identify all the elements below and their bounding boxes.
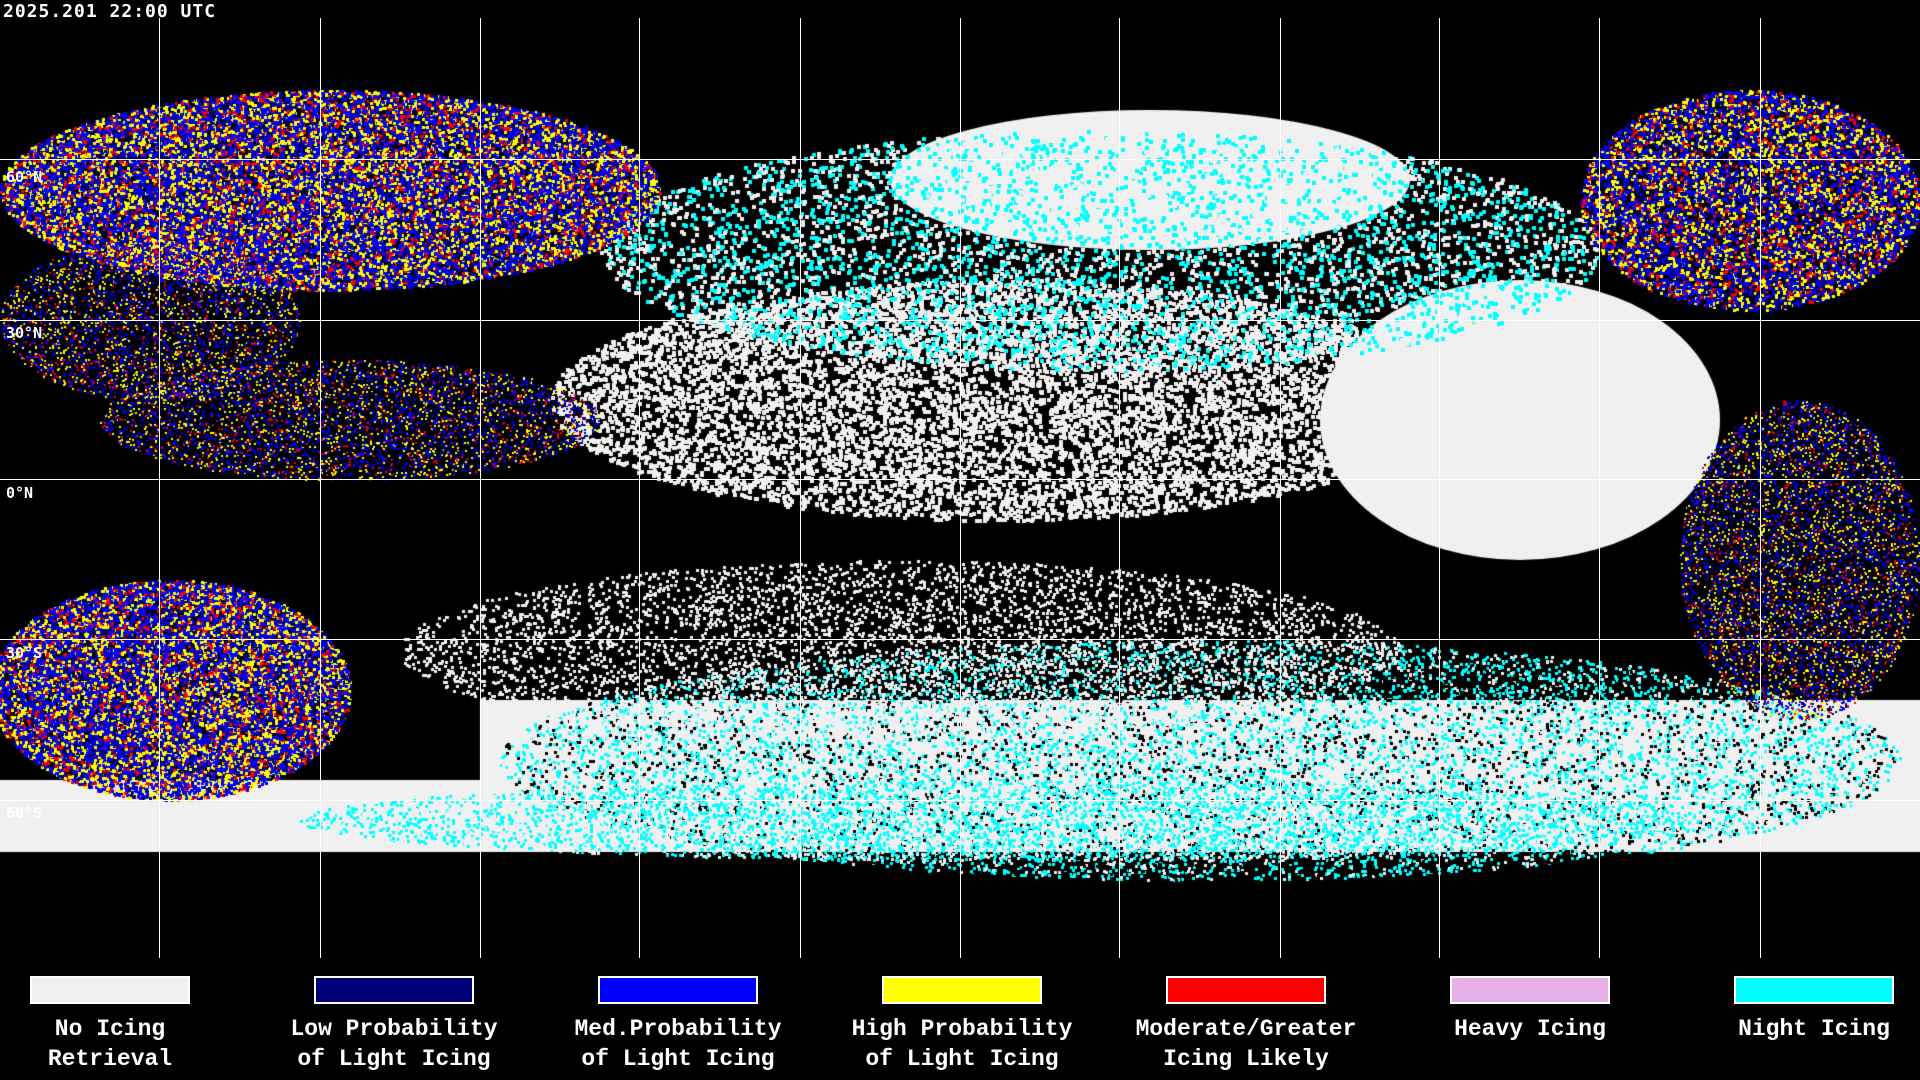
latitude-line [0, 320, 1920, 321]
timestamp: 2025.201 22:00 UTC [3, 1, 217, 22]
legend-item-high-probability: High Probability of Light Icing [820, 975, 1104, 1074]
legend-swatch [881, 975, 1043, 1005]
lat-label-60n: 60°N [6, 168, 43, 186]
legend-label: Low Probability of Light Icing [290, 1016, 498, 1072]
legend-item-night-icing: Night Icing [1672, 975, 1920, 1044]
legend-label: No Icing Retrieval [47, 1016, 173, 1072]
longitude-line [320, 18, 321, 958]
latitude-line [0, 800, 1920, 801]
lat-label-30s: 30°S [6, 644, 43, 662]
legend-swatch [1733, 975, 1895, 1005]
latitude-line [0, 159, 1920, 160]
icing-map: 60°N 30°N 0°N 30°S 60°S 2025.201 22:00 U… [0, 0, 1920, 958]
longitude-line [960, 18, 961, 958]
legend-swatch [313, 975, 475, 1005]
longitude-line [800, 18, 801, 958]
legend-swatch [597, 975, 759, 1005]
legend-item-no-icing: No Icing Retrieval [0, 975, 252, 1074]
lat-label-30n: 30°N [6, 324, 43, 342]
longitude-line [1599, 18, 1600, 958]
longitude-line [1439, 18, 1440, 958]
legend-item-med-probability: Med.Probability of Light Icing [536, 975, 820, 1074]
longitude-line [480, 18, 481, 958]
legend-label: High Probability of Light Icing [851, 1016, 1073, 1072]
lat-label-0n: 0°N [6, 484, 34, 502]
legend-label: Med.Probability of Light Icing [574, 1016, 782, 1072]
longitude-line [1760, 18, 1761, 958]
lat-label-60s: 60°S [6, 804, 43, 822]
longitude-line [159, 18, 160, 958]
legend-swatch [1449, 975, 1611, 1005]
longitude-line [1119, 18, 1120, 958]
legend: No Icing Retrieval Low Probability of Li… [0, 958, 1920, 1080]
legend-label: Night Icing [1738, 1016, 1890, 1042]
legend-label: Heavy Icing [1454, 1016, 1606, 1042]
legend-swatch [1165, 975, 1327, 1005]
legend-item-moderate-greater: Moderate/Greater Icing Likely [1104, 975, 1388, 1074]
legend-item-low-probability: Low Probability of Light Icing [252, 975, 536, 1074]
longitude-line [1280, 18, 1281, 958]
legend-label: Moderate/Greater Icing Likely [1135, 1016, 1357, 1072]
legend-swatch [29, 975, 191, 1005]
latitude-line [0, 479, 1920, 480]
latitude-line [0, 639, 1920, 640]
longitude-line [639, 18, 640, 958]
legend-item-heavy-icing: Heavy Icing [1388, 975, 1672, 1044]
